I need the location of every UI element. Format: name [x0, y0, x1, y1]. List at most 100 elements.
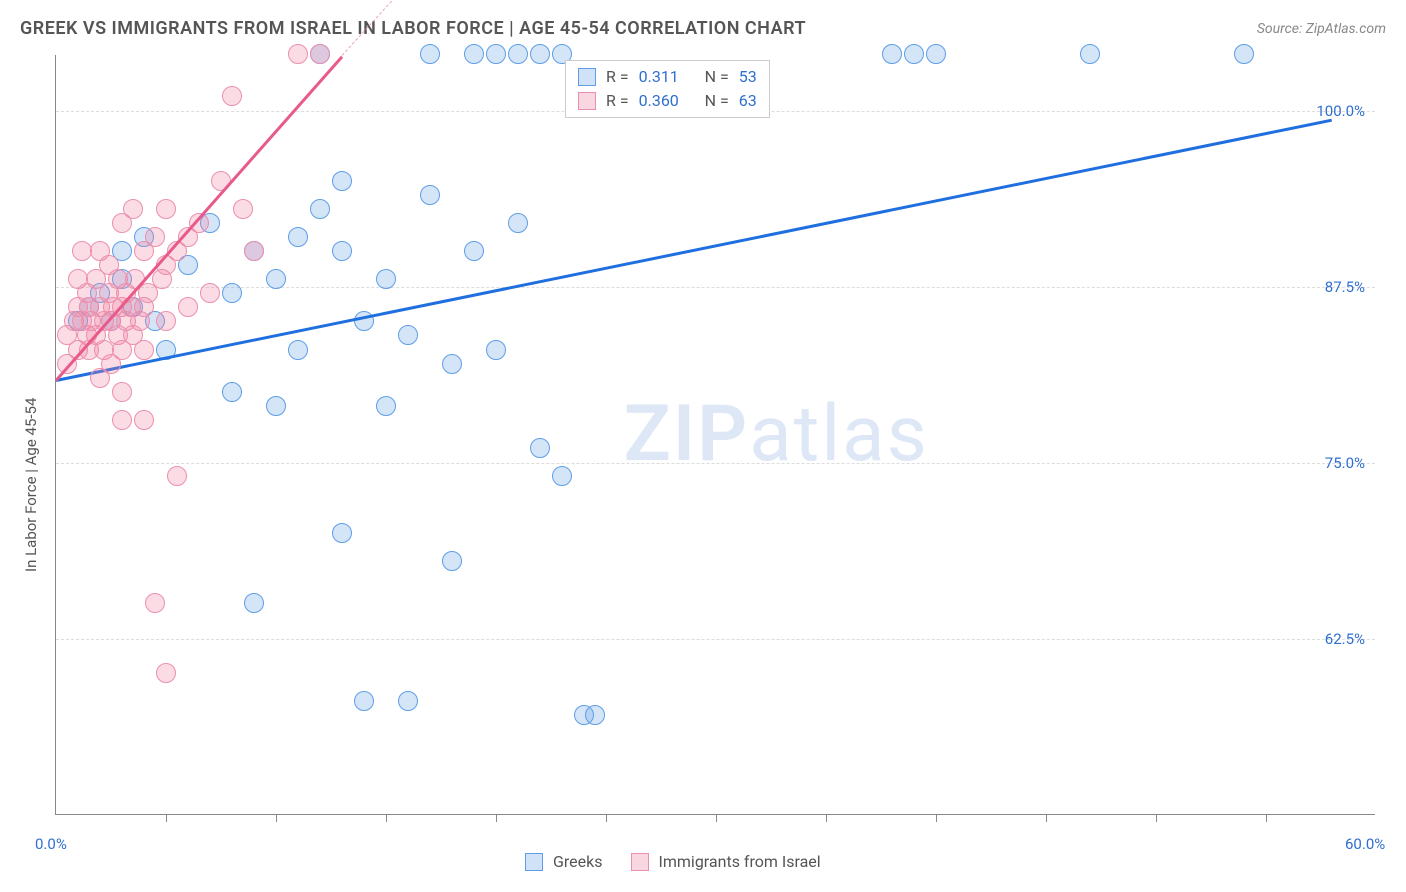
gridline — [56, 639, 1375, 640]
r-value: 0.311 — [639, 65, 695, 89]
r-label: R = — [606, 65, 629, 89]
legend-row: R = 0.360 N = 63 — [578, 89, 757, 113]
data-point — [167, 466, 187, 486]
data-point — [442, 354, 462, 374]
data-point — [222, 283, 242, 303]
x-min-label: 0.0% — [35, 835, 67, 853]
y-tick-label: 62.5% — [1325, 630, 1365, 648]
data-point — [200, 283, 220, 303]
y-axis-label: In Labor Force | Age 45-54 — [22, 397, 40, 571]
r-value: 0.360 — [639, 89, 695, 113]
data-point — [266, 396, 286, 416]
data-point — [486, 44, 506, 64]
n-label: N = — [705, 65, 729, 89]
data-point — [904, 44, 924, 64]
data-point — [222, 382, 242, 402]
data-point — [464, 241, 484, 261]
legend-swatch — [525, 853, 543, 871]
data-point — [354, 691, 374, 711]
data-point — [222, 86, 242, 106]
watermark: ZIPatlas — [624, 389, 929, 480]
watermark-light: atlas — [749, 389, 929, 480]
data-point — [508, 44, 528, 64]
y-tick-label: 87.5% — [1325, 278, 1365, 296]
header: GREEK VS IMMIGRANTS FROM ISRAEL IN LABOR… — [20, 18, 1386, 39]
data-point — [233, 199, 253, 219]
data-point — [156, 311, 176, 331]
data-point — [123, 199, 143, 219]
n-label: N = — [705, 89, 729, 113]
data-point — [1080, 44, 1100, 64]
source-label: Source: ZipAtlas.com — [1257, 21, 1386, 37]
data-point — [530, 44, 550, 64]
watermark-bold: ZIP — [624, 389, 750, 480]
data-point — [156, 663, 176, 683]
trend-line — [55, 56, 343, 382]
data-point — [420, 185, 440, 205]
gridline — [56, 463, 1375, 464]
data-point — [376, 396, 396, 416]
data-point — [178, 297, 198, 317]
data-point — [244, 241, 264, 261]
data-point — [464, 44, 484, 64]
legend-row: R = 0.311 N = 53 — [578, 65, 757, 89]
correlation-legend: R = 0.311 N = 53 R = 0.360 N = 63 — [565, 60, 770, 118]
x-tick — [1266, 814, 1267, 822]
data-point — [332, 241, 352, 261]
x-tick — [496, 814, 497, 822]
data-point — [288, 340, 308, 360]
data-point — [134, 340, 154, 360]
data-point — [112, 410, 132, 430]
data-point — [486, 340, 506, 360]
y-tick-label: 100.0% — [1316, 102, 1365, 120]
x-tick — [606, 814, 607, 822]
data-point — [288, 227, 308, 247]
scatter-plot: ZIPatlas 62.5% 75.0% 87.5% 100.0% — [55, 55, 1375, 815]
data-point — [398, 325, 418, 345]
chart-title: GREEK VS IMMIGRANTS FROM ISRAEL IN LABOR… — [20, 18, 806, 39]
data-point — [112, 382, 132, 402]
data-point — [332, 171, 352, 191]
data-point — [376, 269, 396, 289]
x-tick — [716, 814, 717, 822]
x-tick — [166, 814, 167, 822]
x-tick — [1046, 814, 1047, 822]
data-point — [266, 269, 286, 289]
x-tick — [276, 814, 277, 822]
data-point — [134, 410, 154, 430]
data-point — [145, 227, 165, 247]
n-value: 63 — [739, 89, 757, 113]
data-point — [310, 44, 330, 64]
r-label: R = — [606, 89, 629, 113]
data-point — [442, 551, 462, 571]
data-point — [145, 593, 165, 613]
data-point — [1234, 44, 1254, 64]
data-point — [398, 691, 418, 711]
data-point — [926, 44, 946, 64]
x-tick — [826, 814, 827, 822]
data-point — [288, 44, 308, 64]
x-tick — [1156, 814, 1157, 822]
data-point — [332, 523, 352, 543]
legend-swatch — [578, 92, 596, 110]
x-tick — [386, 814, 387, 822]
x-tick — [936, 814, 937, 822]
legend-swatch — [578, 68, 596, 86]
data-point — [420, 44, 440, 64]
series-legend: Greeks Immigrants from Israel — [525, 852, 839, 871]
x-max-label: 60.0% — [1345, 835, 1385, 853]
data-point — [882, 44, 902, 64]
gridline — [56, 287, 1375, 288]
legend-series-name: Immigrants from Israel — [659, 852, 821, 871]
data-point — [530, 438, 550, 458]
data-point — [156, 199, 176, 219]
legend-swatch — [631, 853, 649, 871]
data-point — [244, 593, 264, 613]
n-value: 53 — [739, 65, 757, 89]
data-point — [552, 466, 572, 486]
data-point — [585, 705, 605, 725]
data-point — [508, 213, 528, 233]
legend-series-name: Greeks — [553, 852, 603, 871]
data-point — [310, 199, 330, 219]
y-tick-label: 75.0% — [1325, 454, 1365, 472]
